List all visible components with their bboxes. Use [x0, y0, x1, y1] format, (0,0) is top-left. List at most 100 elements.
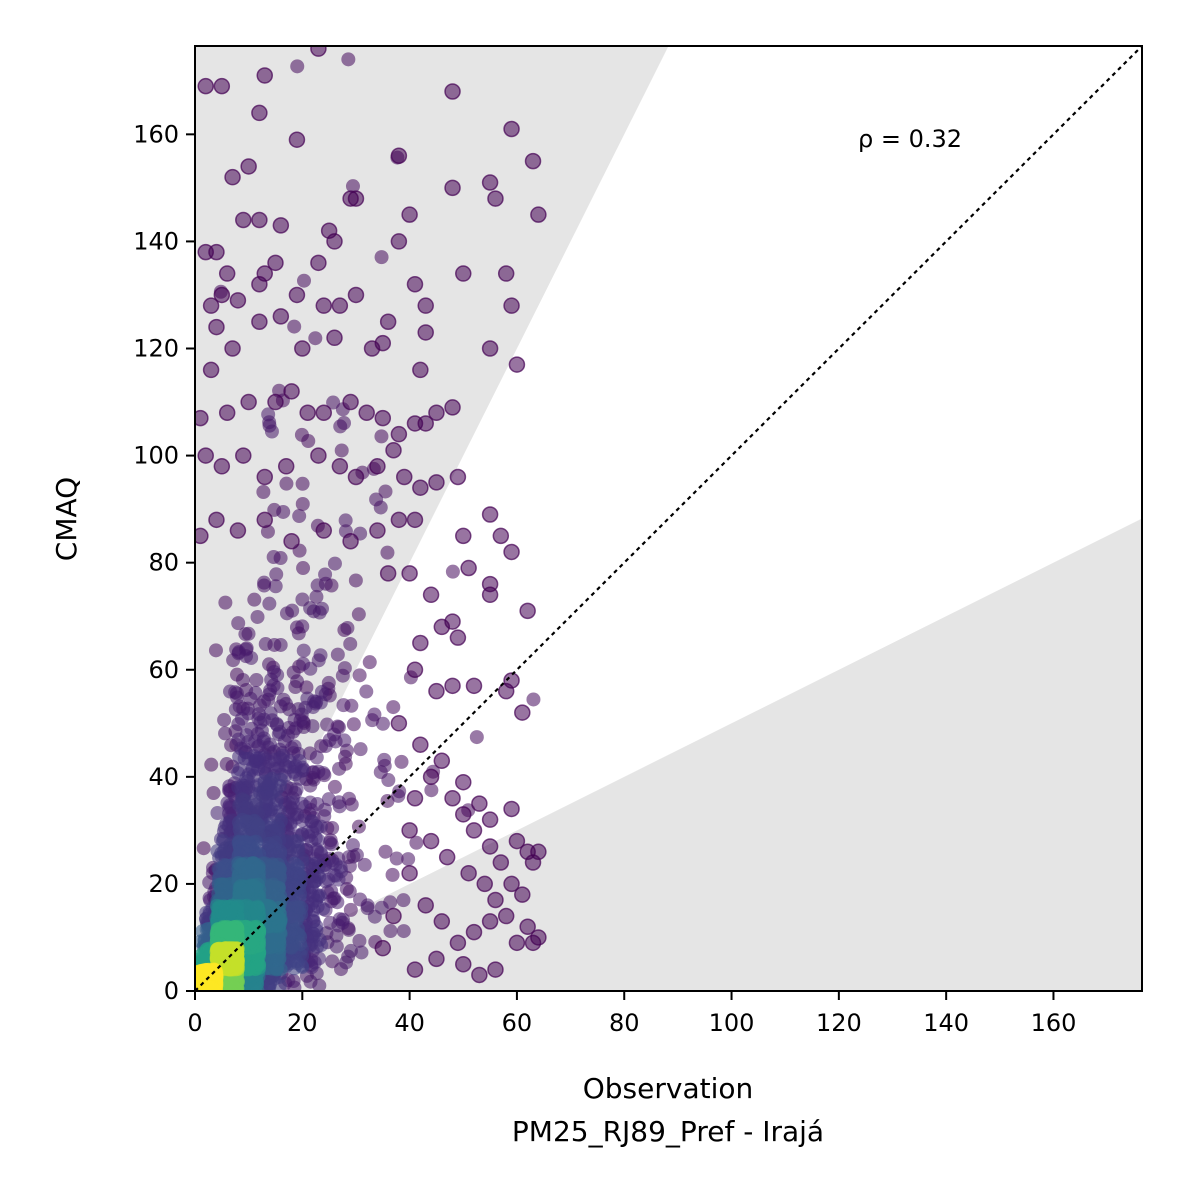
cloud-point	[391, 788, 406, 803]
cloud-point	[269, 567, 284, 582]
cloud-point	[396, 893, 411, 908]
cloud-point	[295, 619, 310, 634]
cloud-point	[263, 706, 278, 721]
cloud-point	[285, 795, 300, 810]
cloud-point	[305, 719, 320, 734]
cloud-point	[258, 637, 273, 652]
cloud-point	[206, 786, 221, 801]
cloud-point	[321, 792, 336, 807]
cloud-point	[257, 578, 272, 593]
cloud-point	[434, 2, 448, 16]
cloud-point	[260, 524, 275, 539]
cloud-point	[279, 476, 294, 491]
cloud-point	[293, 713, 308, 728]
cloud-point	[286, 665, 301, 680]
cloud-point	[343, 636, 358, 651]
cloud-point	[354, 945, 369, 960]
cloud-point	[312, 870, 327, 885]
cloud-point	[296, 643, 311, 658]
cloud-point	[377, 758, 392, 773]
cloud-point	[204, 757, 219, 772]
cloud-point	[301, 434, 316, 449]
cloud-point	[231, 646, 246, 661]
cloud-point	[208, 643, 223, 658]
cloud-point	[469, 730, 484, 745]
cloud-point	[266, 550, 281, 565]
cloud-point	[302, 17, 316, 31]
cloud-point	[241, 885, 256, 900]
cloud-point	[329, 939, 344, 954]
cloud-point	[362, 655, 377, 670]
cloud-point	[357, 857, 372, 872]
cloud-point	[411, 1, 425, 15]
cloud-point	[287, 834, 302, 849]
cloud-point	[288, 680, 303, 695]
cloud-point	[306, 902, 321, 917]
cloud-point	[215, 860, 230, 875]
cloud-point	[266, 784, 281, 799]
cloud-point	[247, 592, 262, 607]
cloud-point	[313, 845, 328, 860]
cloud-point	[257, 776, 272, 791]
cloud-point	[251, 761, 266, 776]
cloud-point	[229, 686, 244, 701]
cloud-point	[338, 513, 353, 528]
cloud-point	[322, 835, 337, 850]
cloud-point	[380, 793, 395, 808]
cloud-point	[344, 797, 359, 812]
cloud-point	[352, 668, 367, 683]
cloud-point	[310, 820, 325, 835]
cloud-point	[336, 698, 351, 713]
cloud-point	[248, 685, 263, 700]
cloud-point	[308, 331, 323, 346]
cloud-point	[349, 847, 364, 862]
cloud-point	[325, 820, 340, 835]
cloud-point	[343, 902, 358, 917]
cloud-point	[270, 680, 285, 695]
cloud-point	[374, 429, 389, 444]
cloud-point	[218, 595, 233, 610]
cloud-point	[445, 564, 460, 579]
cloud-point	[331, 918, 346, 933]
cloud-point	[385, 867, 400, 882]
cloud-point	[348, 573, 363, 588]
cloud-point	[340, 620, 355, 635]
cloud-point	[273, 699, 288, 714]
cloud-point	[285, 603, 300, 618]
cloud-point	[287, 856, 302, 871]
cloud-point	[330, 647, 345, 662]
cloud-point	[389, 851, 404, 866]
cloud-point	[267, 752, 282, 767]
cloud-point	[253, 715, 268, 730]
cloud-point	[327, 556, 342, 571]
cloud-point	[378, 484, 393, 499]
cloud-point	[352, 933, 367, 948]
cloud-point	[345, 179, 360, 194]
cloud-point	[396, 924, 411, 939]
cloud-point	[337, 733, 352, 748]
cloud-point	[257, 694, 272, 709]
cloud-point	[309, 589, 324, 604]
cloud-point	[218, 726, 233, 741]
cloud-point	[386, 700, 401, 715]
cloud-point	[217, 712, 232, 727]
cloud-point	[271, 727, 286, 742]
cloud-point	[221, 926, 236, 941]
cloud-point	[338, 749, 353, 764]
cloud-point	[262, 415, 277, 430]
cloud-point	[312, 978, 327, 991]
cloud-point	[312, 888, 327, 903]
cloud-point	[267, 664, 282, 679]
cloud-point	[334, 443, 349, 458]
cloud-point	[367, 909, 382, 924]
cloud-point	[262, 737, 277, 752]
cloud-point	[383, 924, 398, 939]
cloud-point	[310, 578, 325, 593]
cloud-point	[289, 954, 304, 969]
cloud-point	[291, 900, 306, 915]
cloud-point	[196, 841, 211, 856]
cloud-point	[337, 416, 352, 431]
cloud-point	[320, 717, 335, 732]
cloud-point	[332, 799, 347, 814]
cloud-point	[231, 616, 246, 631]
